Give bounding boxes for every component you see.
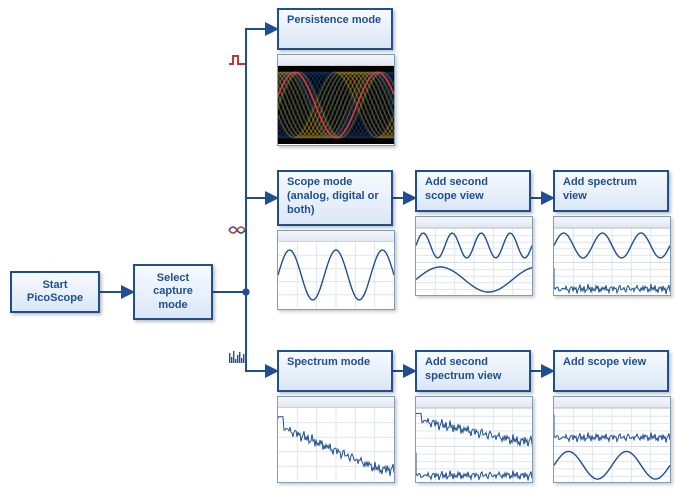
node-spectrum-mode: Spectrum mode [277, 350, 393, 483]
thumb-scope [277, 230, 395, 310]
node-scope-title-text: Scope mode (analog, digital or both) [287, 176, 383, 217]
node-add-second-scope-title: Add second scope view [415, 170, 531, 212]
thumb-add-second-scope [415, 216, 533, 296]
node-add-spectrum-title: Add spectrum view [553, 170, 669, 212]
node-add-second-scope-view: Add second scope view [415, 170, 531, 296]
pulse-icon [228, 52, 246, 68]
thumb-persistence [277, 54, 395, 146]
node-spectrum-title: Spectrum mode [277, 350, 393, 392]
node-spectrum-title-text: Spectrum mode [287, 356, 370, 370]
node-persistence-title: Persistence mode [277, 8, 393, 50]
node-add-second-spectrum-view: Add second spectrum view [415, 350, 531, 483]
node-scope-mode: Scope mode (analog, digital or both) [277, 170, 393, 310]
bars-icon [228, 348, 246, 364]
node-start-picoscope: Start PicoScope [10, 271, 100, 313]
node-persistence-title-text: Persistence mode [287, 14, 381, 28]
node-start-label: Start PicoScope [18, 279, 92, 305]
node-add-scope-title: Add scope view [553, 350, 669, 392]
node-add-second-spectrum-title-text: Add second spectrum view [425, 356, 521, 384]
node-add-second-scope-title-text: Add second scope view [425, 176, 521, 204]
node-add-spectrum-view: Add spectrum view [553, 170, 669, 296]
thumb-add-second-spectrum [415, 396, 533, 483]
thumb-spectrum [277, 396, 395, 483]
thumb-add-spectrum [553, 216, 671, 296]
node-select-label: Select capture mode [141, 272, 205, 312]
node-add-scope-view: Add scope view [553, 350, 669, 483]
node-persistence-mode: Persistence mode [277, 8, 393, 146]
node-add-second-spectrum-title: Add second spectrum view [415, 350, 531, 392]
node-scope-title: Scope mode (analog, digital or both) [277, 170, 393, 226]
sine-icon [228, 222, 246, 238]
node-add-spectrum-title-text: Add spectrum view [563, 176, 659, 204]
thumb-add-scope [553, 396, 671, 483]
node-add-scope-title-text: Add scope view [563, 356, 646, 370]
node-select-capture-mode: Select capture mode [133, 264, 213, 320]
